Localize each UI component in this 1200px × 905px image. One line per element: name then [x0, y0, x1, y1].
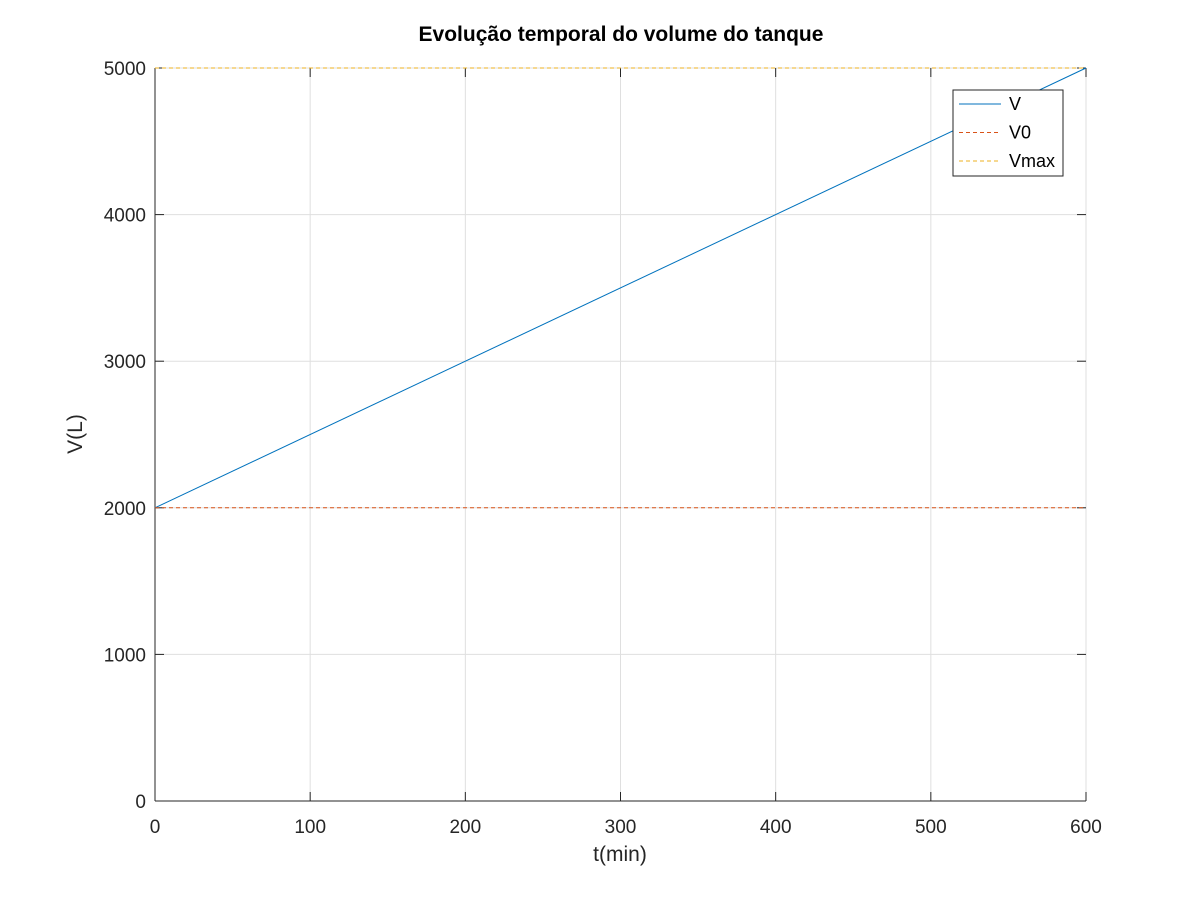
series-lines	[154, 67, 1087, 509]
y-tick-label: 3000	[104, 352, 146, 373]
legend-label-v0: V0	[1009, 123, 1031, 143]
x-tick-label: 600	[1070, 817, 1102, 838]
x-tick-label: 400	[760, 817, 792, 838]
series-line-v	[154, 67, 1087, 509]
x-tick-label: 0	[150, 817, 161, 838]
y-axis-label: V(L)	[64, 414, 87, 454]
y-tick-label: 1000	[104, 645, 146, 666]
legend-label-vmax: Vmax	[1009, 151, 1055, 171]
grid-lines	[154, 67, 1087, 802]
x-tick-label: 500	[915, 817, 947, 838]
legend-label-v: V	[1009, 94, 1021, 114]
x-tick-label: 200	[449, 817, 481, 838]
x-tick-label: 100	[294, 817, 326, 838]
x-axis-label: t(min)	[593, 843, 647, 866]
chart-title: Evolução temporal do volume do tanque	[419, 23, 824, 46]
x-tick-label: 300	[605, 817, 637, 838]
axes: 0 100 200 300 400 500 600 0 1000 2000 3000 4000 5000	[104, 59, 1102, 838]
y-tick-label: 4000	[104, 206, 146, 227]
legend: V V0 Vmax	[952, 89, 1064, 177]
y-tick-label: 0	[135, 792, 146, 813]
y-tick-label: 2000	[104, 499, 146, 520]
y-tick-label: 5000	[104, 59, 146, 80]
